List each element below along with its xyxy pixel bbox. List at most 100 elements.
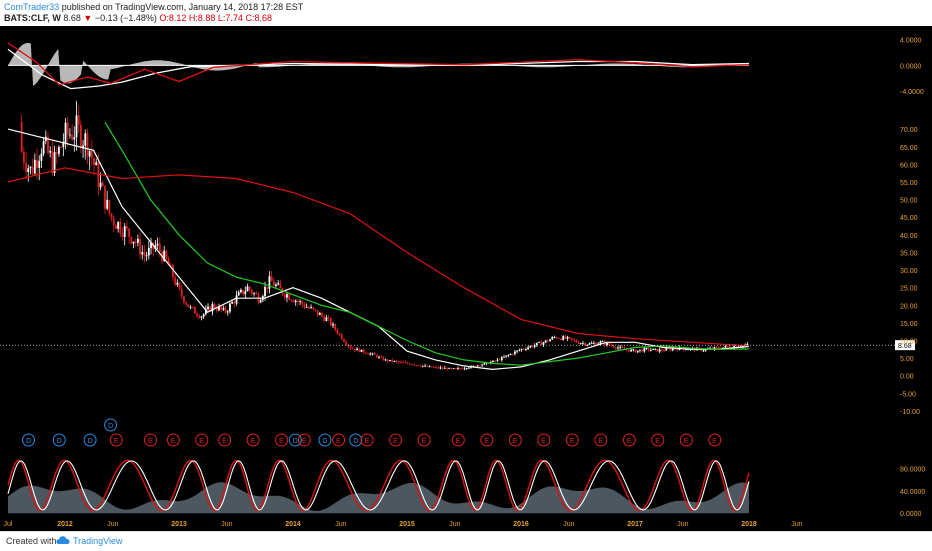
time-tick-label: Jun: [335, 521, 346, 528]
candle-body: [204, 309, 207, 315]
candle-body: [106, 199, 109, 209]
candle-body: [312, 307, 315, 309]
candle-body: [421, 365, 424, 367]
candle-body: [373, 353, 376, 356]
candle-body: [634, 349, 637, 353]
oscillator-tick-label: -4.0000: [900, 89, 924, 96]
candle-body: [174, 277, 177, 285]
candle-body: [555, 337, 558, 339]
price-tick-label: 0.00: [900, 374, 914, 381]
dividend-marker: [52, 433, 66, 447]
candle-body: [685, 349, 687, 351]
candle-body: [391, 359, 394, 362]
candle-body: [465, 368, 468, 370]
candle-body: [457, 368, 459, 370]
candle-body: [362, 349, 365, 353]
oscillator-tick-label: 0.0000: [900, 63, 922, 70]
candle-body: [665, 348, 668, 351]
stochastic-tick-label: 80.0000: [900, 467, 925, 474]
price-tick-label: 65.00: [900, 145, 918, 152]
earnings-marker: [144, 433, 157, 447]
candle-body: [601, 341, 604, 343]
candle-body: [126, 226, 128, 229]
stochastic-panel: [7, 459, 750, 514]
candle-body: [437, 367, 440, 369]
candle-body: [286, 294, 288, 298]
candle-body: [191, 306, 194, 308]
candle-body: [31, 166, 34, 174]
candle-body: [463, 368, 466, 370]
time-tick-label: Jun: [791, 521, 802, 528]
price-tick-label: 5.00: [900, 356, 914, 363]
candle-body: [189, 306, 192, 308]
down-triangle-icon: ▼: [83, 13, 93, 23]
candle-body: [428, 366, 431, 368]
candle-body: [599, 341, 602, 344]
time-tick-label: 2015: [399, 521, 415, 528]
candle-body: [27, 168, 30, 173]
time-tick-label: Jun: [107, 521, 118, 528]
earnings-marker-label: E: [627, 438, 632, 445]
dividend-marker-label: D: [26, 438, 31, 445]
candle-body: [75, 115, 78, 138]
candle-body: [292, 300, 295, 303]
candle-body: [476, 365, 479, 367]
candle-body: [82, 145, 84, 149]
price-tick-label: 40.00: [900, 233, 918, 240]
candle-body: [84, 133, 87, 146]
candle-body: [49, 150, 52, 153]
dividend-marker-label: D: [57, 438, 62, 445]
candle-body: [400, 362, 402, 363]
candle-body: [658, 349, 661, 352]
earnings-marker-label: E: [655, 438, 660, 445]
candle-body: [36, 159, 38, 168]
author-link[interactable]: ComTrader33: [4, 2, 60, 12]
candle-body: [384, 359, 387, 361]
candle-body: [509, 353, 512, 355]
candle-body: [492, 360, 494, 363]
price-tick-label: 10.00: [900, 339, 918, 346]
candle-body: [86, 133, 89, 157]
candle-body: [196, 313, 198, 316]
tradingview-brand-link[interactable]: TradingView: [73, 536, 123, 546]
candle-body: [62, 142, 65, 148]
candle-body: [505, 355, 508, 357]
candle-body: [250, 290, 253, 294]
candle-body: [424, 365, 426, 367]
dividend-marker: [288, 433, 302, 447]
candle-body: [323, 316, 326, 321]
candle-body: [242, 289, 245, 295]
candle-body: [687, 349, 690, 351]
candle-body: [134, 241, 137, 243]
earnings-marker: [332, 433, 346, 447]
candle-body: [314, 308, 317, 311]
stochastic-k-line: [7, 459, 750, 512]
candle-body: [237, 292, 240, 296]
candle-body: [564, 336, 567, 339]
earnings-marker: [651, 433, 665, 447]
candle-body: [717, 347, 720, 349]
candle-body: [393, 361, 396, 362]
moving-average-line-2: [104, 121, 750, 366]
candle-body: [310, 307, 312, 309]
chart-canvas[interactable]: 8.68 D D D D D DDE E E E E E E E E E E E E E E E E E E E E E 4.000…: [0, 0, 932, 531]
created-with-text: Created with: [6, 536, 57, 546]
dividend-marker: [104, 418, 118, 432]
candle-body: [448, 368, 451, 369]
candle-body: [283, 294, 286, 298]
candle-body: [713, 346, 716, 349]
candle-body: [97, 162, 100, 188]
candle-body: [573, 339, 576, 341]
candle-body: [483, 363, 486, 365]
candle-body: [472, 366, 475, 367]
candle-body: [185, 302, 188, 305]
candle-body: [264, 286, 266, 297]
candle-body: [474, 366, 477, 367]
candle-body: [663, 350, 665, 352]
candle-body: [299, 301, 302, 302]
candle-body: [577, 342, 580, 344]
candle-body: [584, 342, 587, 346]
candle-body: [329, 318, 332, 326]
earnings-marker-label: E: [148, 438, 153, 445]
candle-body: [380, 356, 383, 358]
